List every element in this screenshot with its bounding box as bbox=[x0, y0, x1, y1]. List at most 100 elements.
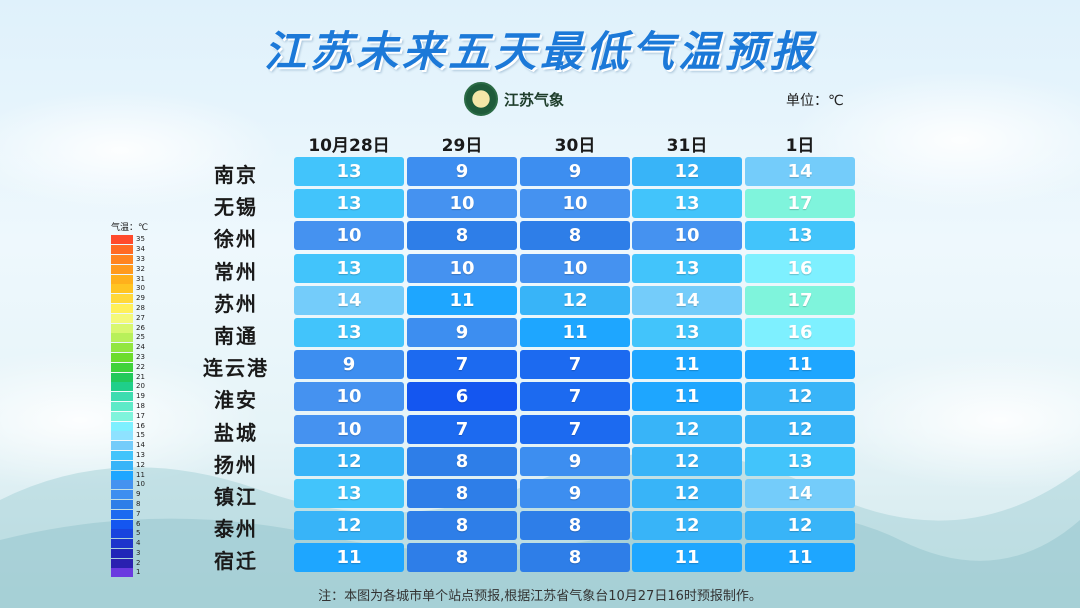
temperature-cell: 14 bbox=[632, 286, 742, 315]
legend-value: 30 bbox=[136, 284, 145, 293]
temperature-cell: 10 bbox=[407, 254, 517, 283]
legend-item: 21 bbox=[111, 372, 148, 382]
legend-swatch bbox=[111, 274, 133, 284]
legend-value: 35 bbox=[136, 235, 145, 244]
legend-swatch bbox=[111, 303, 133, 313]
legend-value: 5 bbox=[136, 529, 141, 538]
temperature-cell: 10 bbox=[520, 189, 630, 218]
legend-item: 18 bbox=[111, 401, 148, 412]
legend-item: 10 bbox=[111, 480, 148, 490]
legend-item: 4 bbox=[111, 539, 148, 549]
legend-value: 20 bbox=[136, 382, 145, 391]
legend-item: 1 bbox=[111, 568, 148, 578]
column-header: 31日 bbox=[666, 136, 708, 156]
temperature-cell: 12 bbox=[745, 382, 855, 411]
legend-item: 5 bbox=[111, 529, 148, 539]
legend-item: 19 bbox=[111, 392, 148, 402]
legend-item: 22 bbox=[111, 362, 148, 372]
legend-item: 31 bbox=[111, 274, 148, 284]
legend-swatch bbox=[111, 568, 133, 578]
legend-value: 3 bbox=[136, 548, 141, 557]
temperature-cell: 10 bbox=[294, 415, 404, 444]
temperature-legend: 气温：℃ 35 34 33 32 31 30 29 28 27 26 25 24 23 22 21 20 19 1… bbox=[111, 220, 148, 578]
legend-value: 19 bbox=[136, 392, 145, 401]
legend-value: 31 bbox=[136, 274, 145, 283]
legend-value: 6 bbox=[136, 519, 141, 528]
temperature-cell: 13 bbox=[632, 254, 742, 283]
temperature-cell: 8 bbox=[520, 543, 630, 572]
legend-value: 22 bbox=[136, 362, 145, 371]
city-label: 徐州 bbox=[214, 227, 258, 251]
temperature-cell: 8 bbox=[520, 221, 630, 250]
legend-item: 29 bbox=[111, 294, 148, 304]
legend-swatch bbox=[111, 558, 133, 568]
temperature-cell: 10 bbox=[407, 189, 517, 218]
legend-item: 3 bbox=[111, 548, 148, 559]
city-label: 泰州 bbox=[214, 517, 258, 541]
temperature-cell: 9 bbox=[294, 350, 404, 379]
legend-item: 16 bbox=[111, 421, 148, 431]
temperature-cell: 11 bbox=[632, 382, 742, 411]
footnote: 注：本图为各城市单个站点预报,根据江苏省气象台10月27日16时预报制作。 bbox=[318, 589, 762, 604]
logo-text: 江苏气象 bbox=[504, 90, 565, 109]
legend-swatch bbox=[111, 372, 133, 382]
legend-value: 11 bbox=[136, 470, 145, 479]
temperature-cell: 11 bbox=[745, 543, 855, 572]
legend-swatch bbox=[111, 441, 133, 451]
legend-item: 14 bbox=[111, 441, 148, 451]
temperature-cell: 17 bbox=[745, 189, 855, 218]
logo: 江苏气象 bbox=[464, 82, 564, 116]
temperature-cell: 8 bbox=[520, 511, 630, 540]
legend-swatch bbox=[111, 480, 133, 490]
legend-swatch bbox=[111, 392, 133, 402]
legend-item: 33 bbox=[111, 254, 148, 265]
legend-swatch bbox=[111, 264, 133, 274]
legend-swatch bbox=[111, 245, 133, 255]
legend-value: 9 bbox=[136, 490, 141, 499]
city-label: 常州 bbox=[214, 260, 258, 284]
temperature-cell: 7 bbox=[520, 382, 630, 411]
temperature-cell: 12 bbox=[520, 286, 630, 315]
temperature-cell: 12 bbox=[745, 415, 855, 444]
temperature-cell: 12 bbox=[294, 447, 404, 476]
temperature-cell: 12 bbox=[294, 511, 404, 540]
temperature-cell: 11 bbox=[520, 318, 630, 347]
legend-swatch bbox=[111, 284, 133, 294]
legend-swatch bbox=[111, 539, 133, 549]
temperature-cell: 9 bbox=[407, 318, 517, 347]
legend-swatch bbox=[111, 343, 133, 353]
legend-value: 14 bbox=[136, 441, 145, 450]
temperature-cell: 9 bbox=[520, 479, 630, 508]
legend-item: 20 bbox=[111, 382, 148, 392]
legend-swatch bbox=[111, 421, 133, 431]
legend-swatch bbox=[111, 431, 133, 441]
legend-item: 35 bbox=[111, 235, 148, 245]
legend-value: 21 bbox=[136, 372, 145, 381]
legend-value: 32 bbox=[136, 264, 145, 273]
city-label: 南通 bbox=[214, 324, 258, 348]
legend-value: 12 bbox=[136, 460, 145, 469]
unit-label: 单位：℃ bbox=[786, 93, 844, 109]
temperature-cell: 7 bbox=[520, 350, 630, 379]
temperature-cell: 8 bbox=[407, 479, 517, 508]
legend-item: 9 bbox=[111, 490, 148, 500]
legend-swatch bbox=[111, 470, 133, 480]
temperature-cell: 13 bbox=[745, 221, 855, 250]
legend-value: 27 bbox=[136, 313, 145, 322]
legend-value: 15 bbox=[136, 431, 145, 440]
legend-item: 15 bbox=[111, 431, 148, 441]
temperature-cell: 12 bbox=[632, 511, 742, 540]
temperature-cell: 7 bbox=[407, 350, 517, 379]
temperature-cell: 16 bbox=[745, 254, 855, 283]
legend-swatch bbox=[111, 411, 133, 421]
legend-item: 26 bbox=[111, 323, 148, 333]
temperature-cell: 8 bbox=[407, 511, 517, 540]
temperature-cell: 16 bbox=[745, 318, 855, 347]
legend-value: 23 bbox=[136, 352, 145, 361]
city-label: 宿迁 bbox=[214, 549, 258, 573]
legend-swatch bbox=[111, 460, 133, 470]
temperature-cell: 6 bbox=[407, 382, 517, 411]
temperature-cell: 8 bbox=[407, 543, 517, 572]
temperature-cell: 7 bbox=[407, 415, 517, 444]
temperature-cell: 7 bbox=[520, 415, 630, 444]
